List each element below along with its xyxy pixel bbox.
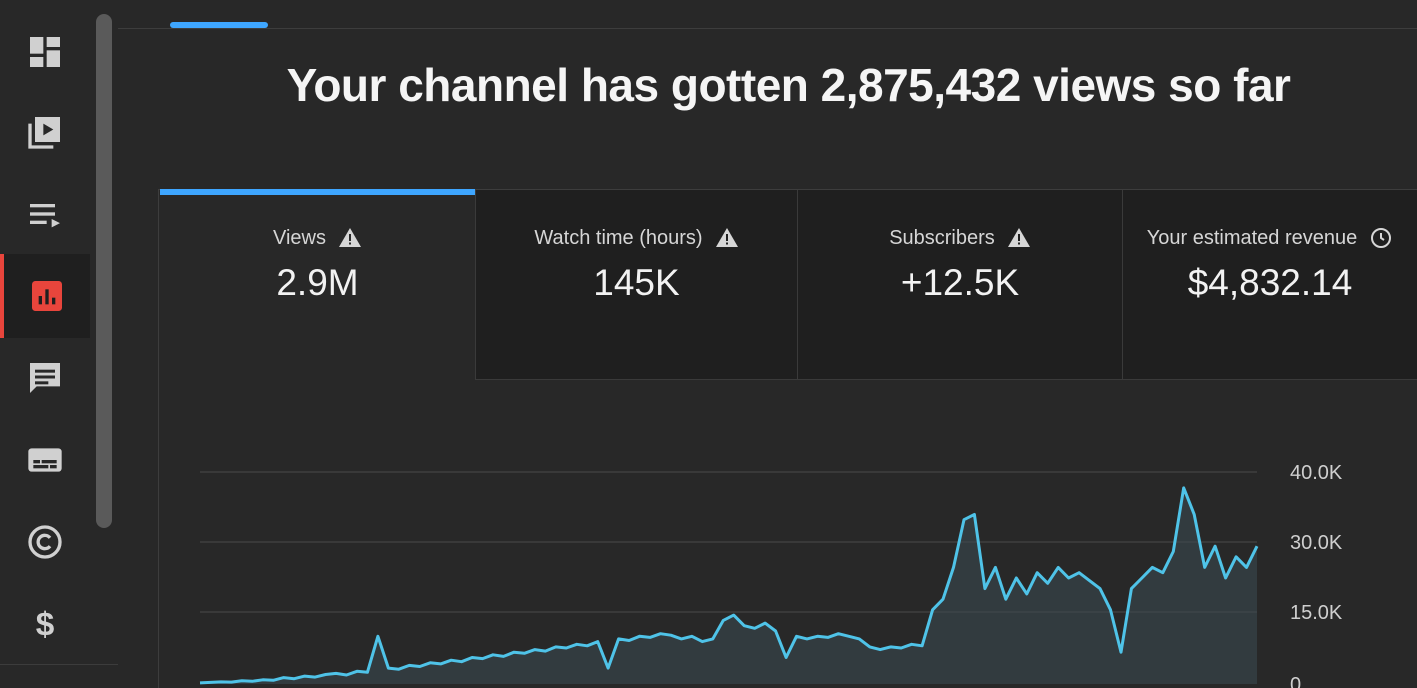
metric-card-revenue[interactable]: Your estimated revenue $4,832.14 (1122, 190, 1417, 380)
sidebar-item-earn[interactable]: $ (0, 582, 90, 666)
metric-label: Views (273, 226, 326, 249)
metric-card-subscribers[interactable]: Subscribers +12.5K (797, 190, 1122, 380)
metric-card-views[interactable]: Views 2.9M (160, 190, 475, 380)
metric-value: 145K (593, 262, 680, 303)
metric-value: +12.5K (900, 262, 1020, 303)
clock-icon (1371, 228, 1392, 248)
chart-series-line (199, 486, 1259, 685)
copyright-icon (28, 525, 62, 559)
sidebar-item-analytics[interactable] (0, 254, 90, 338)
views-chart[interactable]: 40.0K 30.0K 15.0K 0 (160, 440, 1417, 688)
metric-value: 2.9M (276, 262, 359, 303)
playlists-icon (30, 204, 60, 228)
y-tick-label: 0 (1290, 674, 1301, 688)
comments-icon (30, 363, 60, 393)
sidebar-item-playlists[interactable] (0, 172, 90, 256)
sidebar-item-copyright[interactable] (0, 500, 90, 584)
sidebar: $ (0, 0, 118, 688)
page-title: Your channel has gotten 2,875,432 views … (286, 59, 1291, 111)
earn-icon: $ (36, 607, 55, 644)
dashboard-icon (30, 37, 60, 67)
warning-icon (1007, 228, 1030, 247)
top-tab-indicator (170, 22, 268, 28)
sidebar-item-content[interactable] (0, 90, 90, 174)
sidebar-item-dashboard[interactable] (0, 10, 90, 94)
selected-metric-indicator (160, 189, 475, 195)
metric-value: $4,832.14 (1187, 262, 1353, 303)
sidebar-item-comments[interactable] (0, 336, 90, 420)
y-tick-label: 30.0K (1290, 532, 1343, 554)
svg-text:$: $ (36, 607, 55, 644)
metric-label: Your estimated revenue (1146, 226, 1358, 249)
chart-area (200, 487, 1257, 684)
warning-icon (339, 228, 361, 247)
analytics-icon (32, 281, 62, 311)
top-divider (118, 28, 1417, 29)
sidebar-item-subtitles[interactable] (0, 418, 90, 502)
content-icon (28, 117, 60, 149)
metric-card-watch-time[interactable]: Watch time (hours) 145K (475, 190, 797, 380)
metric-label: Subscribers (889, 226, 995, 249)
warning-icon (715, 228, 738, 247)
metric-label: Watch time (hours) (534, 226, 703, 249)
sidebar-scrollbar[interactable] (96, 14, 112, 528)
sidebar-divider (0, 664, 118, 665)
y-tick-label: 15.0K (1290, 602, 1343, 624)
subtitles-icon (28, 448, 62, 472)
y-tick-label: 40.0K (1290, 462, 1343, 484)
